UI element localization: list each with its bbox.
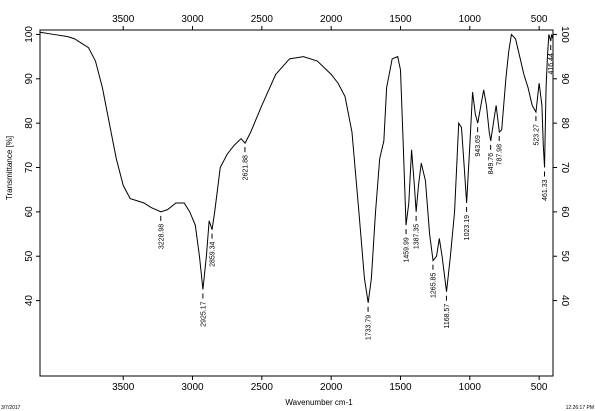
x-tick-label-top: 3000	[181, 14, 204, 25]
peak-label: 1168.57	[444, 304, 451, 329]
y-tick-label-right: 70	[559, 162, 570, 174]
footer-time: 12:26:17 PM	[566, 405, 594, 411]
y-tick-label-right: 40	[559, 295, 570, 307]
x-tick-label-top: 1500	[389, 14, 412, 25]
y-tick-label-right: 50	[559, 251, 570, 263]
y-tick-label-right: 90	[559, 73, 570, 85]
peak-label: 1459.99	[404, 237, 411, 262]
y-tick-label-left: 90	[24, 73, 35, 85]
peak-label: 849.76	[488, 153, 495, 175]
x-tick-label-bottom: 500	[531, 382, 548, 393]
plot-frame	[39, 29, 554, 377]
x-tick-label-bottom: 1000	[459, 382, 482, 393]
y-tick-label-right: 60	[559, 206, 570, 218]
y-tick-label-left: 40	[24, 295, 35, 307]
x-tick-label-top: 1000	[459, 14, 482, 25]
peak-label: 2859.34	[210, 242, 217, 267]
x-tick-label-top: 2000	[320, 14, 343, 25]
peak-label: 1265.85	[430, 273, 437, 298]
x-tick-label-top: 500	[531, 14, 548, 25]
y-tick-label-left: 50	[24, 250, 35, 262]
peak-label: 2621.88	[242, 155, 249, 180]
peak-label: 523.27	[533, 124, 540, 146]
peak-label: 2925.17	[200, 301, 207, 326]
peak-label: 461.33	[542, 179, 549, 201]
y-tick-label-left: 100	[24, 26, 35, 43]
x-tick-label-bottom: 3500	[112, 382, 135, 393]
x-axis-label: Wavenumber cm-1	[285, 398, 353, 407]
x-tick-label-top: 3500	[112, 14, 135, 25]
x-tick-label-bottom: 2000	[320, 382, 343, 393]
x-tick-label-bottom: 3000	[181, 382, 204, 393]
peak-label: 1387.35	[414, 224, 421, 249]
x-tick-label-bottom: 2500	[251, 382, 274, 393]
peak-label: 3228.98	[158, 224, 165, 249]
peak-label: 1023.19	[464, 215, 471, 240]
y-tick-label-right: 100	[559, 26, 570, 43]
peak-label: 787.98	[497, 144, 504, 166]
y-axis-label: Transmittance [%]	[5, 136, 14, 200]
y-tick-label-left: 60	[24, 206, 35, 218]
peak-label: 416.44	[548, 53, 555, 75]
x-tick-label-top: 2500	[251, 14, 274, 25]
y-tick-label-right: 80	[559, 118, 570, 130]
footer-date: 3/7/2017	[1, 405, 21, 411]
x-tick-label-bottom: 1500	[389, 382, 412, 393]
peak-label: 1733.79	[366, 315, 373, 340]
y-tick-label-left: 80	[24, 117, 35, 129]
y-tick-label-left: 70	[24, 162, 35, 174]
peak-label: 943.69	[475, 135, 482, 157]
spectrum-line	[39, 31, 554, 303]
